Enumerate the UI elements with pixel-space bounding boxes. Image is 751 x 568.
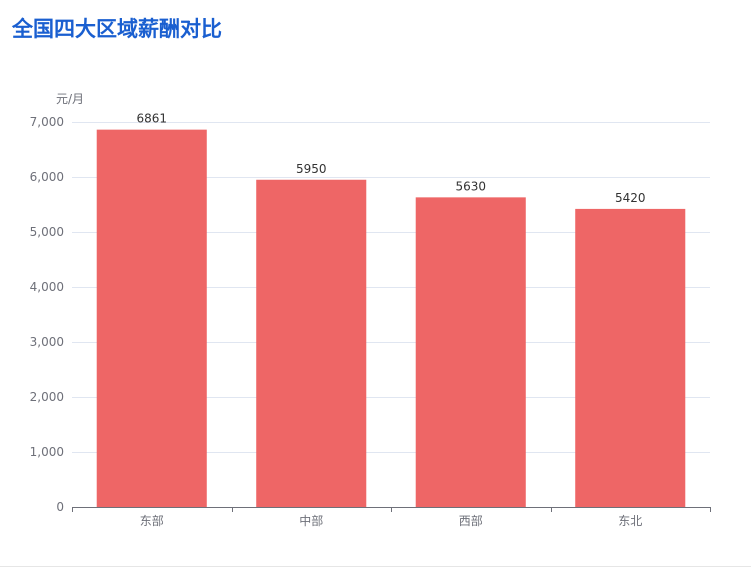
bar: [256, 179, 367, 507]
bar: [415, 197, 526, 507]
page-title: 全国四大区域薪酬对比: [12, 17, 222, 41]
bar: [575, 208, 686, 507]
y-tick-label: 2,000: [30, 390, 64, 404]
y-tick-label: 7,000: [30, 115, 64, 129]
y-tick-label: 0: [56, 500, 64, 514]
y-tick-label: 6,000: [30, 170, 64, 184]
x-category-label: 西部: [459, 513, 483, 528]
y-axis-label: 元/月: [56, 92, 84, 106]
y-tick-label: 4,000: [30, 280, 64, 294]
bar: [96, 129, 207, 507]
y-tick-label: 5,000: [30, 225, 64, 239]
x-category-label: 东部: [140, 513, 164, 528]
bar-value-label: 6861: [136, 112, 167, 126]
y-tick-label: 3,000: [30, 335, 64, 349]
y-tick-label: 1,000: [30, 445, 64, 459]
bar-value-label: 5420: [615, 191, 646, 205]
bar-value-label: 5630: [455, 179, 486, 193]
x-category-label: 东北: [618, 514, 642, 528]
x-category-label: 中部: [299, 513, 323, 528]
bar-value-label: 5950: [296, 162, 327, 176]
bottom-divider: [0, 566, 751, 567]
